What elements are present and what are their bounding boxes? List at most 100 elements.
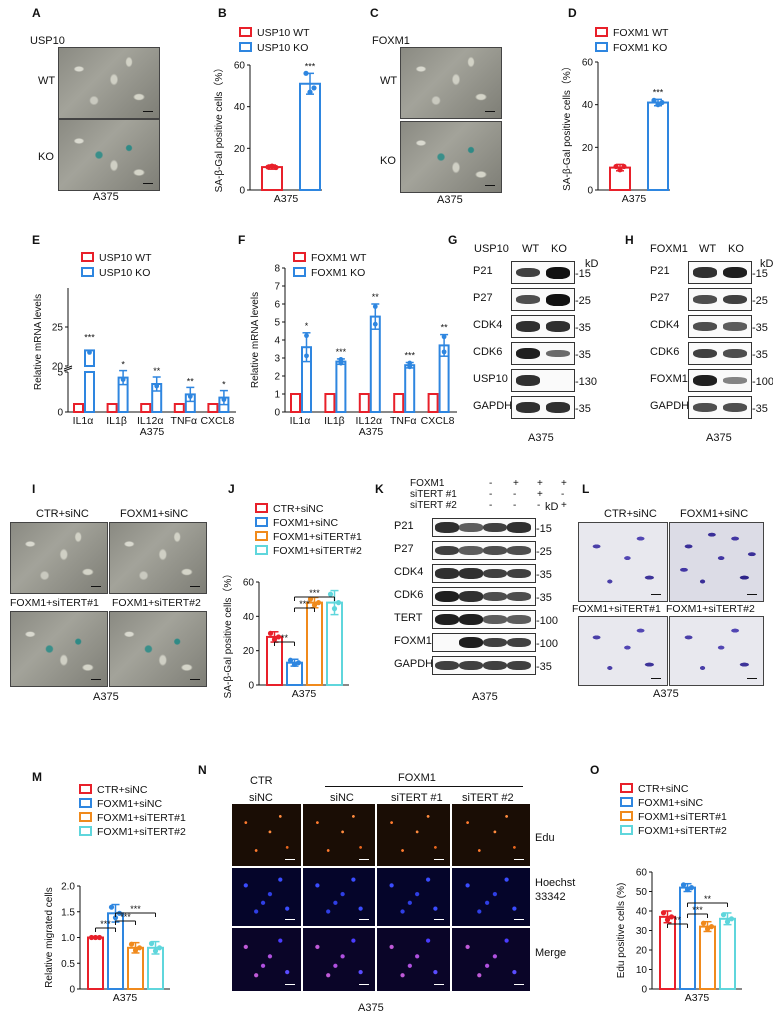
blot-band	[459, 523, 483, 532]
chart-D-ytick-label: 20	[582, 143, 594, 154]
chart-O-ytick-label: 30	[636, 926, 648, 937]
blot-protein-label: GAPDH	[473, 399, 513, 412]
chart-O-point	[680, 882, 687, 888]
chart-F-point	[338, 360, 344, 366]
chart-M-point	[112, 915, 119, 921]
panel-i-label-1: CTR+siNC	[36, 508, 89, 520]
chart-M-point	[152, 948, 159, 954]
chart-J-point	[275, 634, 282, 640]
blot-band	[723, 402, 747, 413]
chart-B-point	[273, 164, 279, 171]
blot-protein-label: CDK6	[394, 588, 424, 601]
transwell-l-foxm1-sitert1	[578, 616, 668, 686]
blot-k-sign: -	[489, 478, 493, 489]
panel-letter-l: L	[582, 482, 590, 496]
fluorescence-image	[452, 868, 530, 926]
chart-O-legend-swatch	[620, 825, 633, 835]
chart-F-ytick-label: 4	[274, 336, 280, 347]
panel-c-row-ko: KO	[380, 155, 396, 167]
blot-marker: -35	[575, 402, 591, 415]
panel-letter-a: A	[32, 6, 41, 20]
chart-F-ytick-label: 3	[274, 354, 280, 365]
blot-marker: -35	[536, 660, 552, 673]
chart-M-point	[156, 945, 163, 951]
chart-F-ytick-label: 0	[274, 408, 280, 419]
chart-E-xlabel: A375	[140, 426, 165, 438]
panel-a-row-ko: KO	[38, 151, 54, 163]
panel-h-kd: kD	[760, 258, 773, 270]
chart-F-category: IL12α	[356, 415, 383, 427]
chart-F-point	[372, 321, 378, 327]
chart-O-point	[724, 919, 731, 925]
chart-O-legend-label: CTR+siNC	[638, 783, 689, 795]
chart-M-legend-swatch	[79, 826, 92, 836]
blot-protein-label: P27	[473, 291, 493, 304]
panel-letter-j: J	[228, 482, 235, 496]
chart-J-legend-label: FOXM1+siTERT#2	[273, 545, 362, 557]
chart-J-point	[271, 636, 278, 643]
blot-strip	[511, 369, 575, 392]
chart-B-legend-swatch	[239, 27, 252, 37]
blot-band	[507, 615, 531, 624]
blot-band	[693, 321, 717, 332]
chart-B-ylabel: SA-β-Gal positive cells（%）	[213, 63, 225, 193]
chart-O-legend-label: FOXM1+siNC	[638, 797, 703, 809]
blot-k-kd: kD	[545, 501, 559, 513]
chart-O-sig-label: **	[704, 894, 712, 904]
blot-band	[516, 402, 540, 413]
chart-B-ytick-label: 0	[239, 186, 245, 197]
scale-bar	[285, 983, 295, 985]
blot-marker: -35	[575, 348, 591, 361]
chart-F-sig-label: **	[441, 323, 449, 333]
chart-E-bar	[207, 403, 219, 413]
chart-B-ytick-label: 40	[234, 102, 246, 113]
blot-band	[693, 348, 717, 359]
chart-E-sig-label: **	[153, 366, 161, 376]
chart-J-xlabel: A375	[292, 688, 317, 700]
blot-strip	[688, 315, 752, 338]
chart-M-legend-label: FOXM1+siTERT#1	[97, 812, 186, 824]
blot-k-sign: +	[561, 500, 567, 511]
fluorescence-image	[232, 868, 301, 926]
chart-O-legend-swatch	[620, 811, 633, 821]
chart-D-bar	[647, 101, 669, 191]
chart-M-sig-label: ***	[120, 912, 131, 922]
chart-B-bar	[299, 82, 321, 191]
blot-k-sign: +	[537, 489, 543, 500]
blot-band	[483, 615, 507, 624]
blot-band	[723, 348, 747, 359]
blot-k-sign: -	[513, 500, 517, 511]
panel-n-row-merge: Merge	[535, 947, 567, 959]
chart-J-point	[335, 600, 342, 606]
blot-band	[723, 322, 747, 331]
chart-O-point	[704, 926, 711, 932]
chart-O-point	[660, 910, 667, 916]
blot-band	[723, 266, 747, 279]
blot-protein-label: USP10	[473, 372, 508, 385]
fluorescence-image	[303, 868, 375, 926]
blot-band	[459, 591, 483, 602]
micrograph-usp10-wt	[58, 47, 160, 119]
blot-band	[546, 402, 570, 413]
blot-k-sign: +	[513, 478, 519, 489]
chart-M-bar	[87, 936, 104, 990]
blot-marker: -25	[575, 294, 591, 307]
chart-M-legend-swatch	[79, 798, 92, 808]
chart-D-point	[617, 167, 623, 173]
blot-k-sign: -	[537, 500, 541, 511]
chart-E-ytick-label: 0	[57, 408, 63, 419]
blot-band	[546, 349, 570, 358]
chart-O-legend-swatch	[620, 797, 633, 807]
chart-B-point	[303, 70, 309, 76]
blot-protein-label: GAPDH	[650, 399, 690, 412]
blot-k-sign: +	[537, 478, 543, 489]
chart-E-point	[120, 377, 126, 382]
chart-M-bar	[127, 946, 144, 990]
chart-B-legend-label: USP10 KO	[257, 42, 308, 54]
blot-protein-label: P21	[650, 264, 670, 277]
chart-J-ytick-label: 20	[243, 646, 255, 657]
fluorescence-image	[303, 804, 375, 866]
blot-band	[435, 545, 459, 556]
scale-bar	[359, 918, 369, 920]
